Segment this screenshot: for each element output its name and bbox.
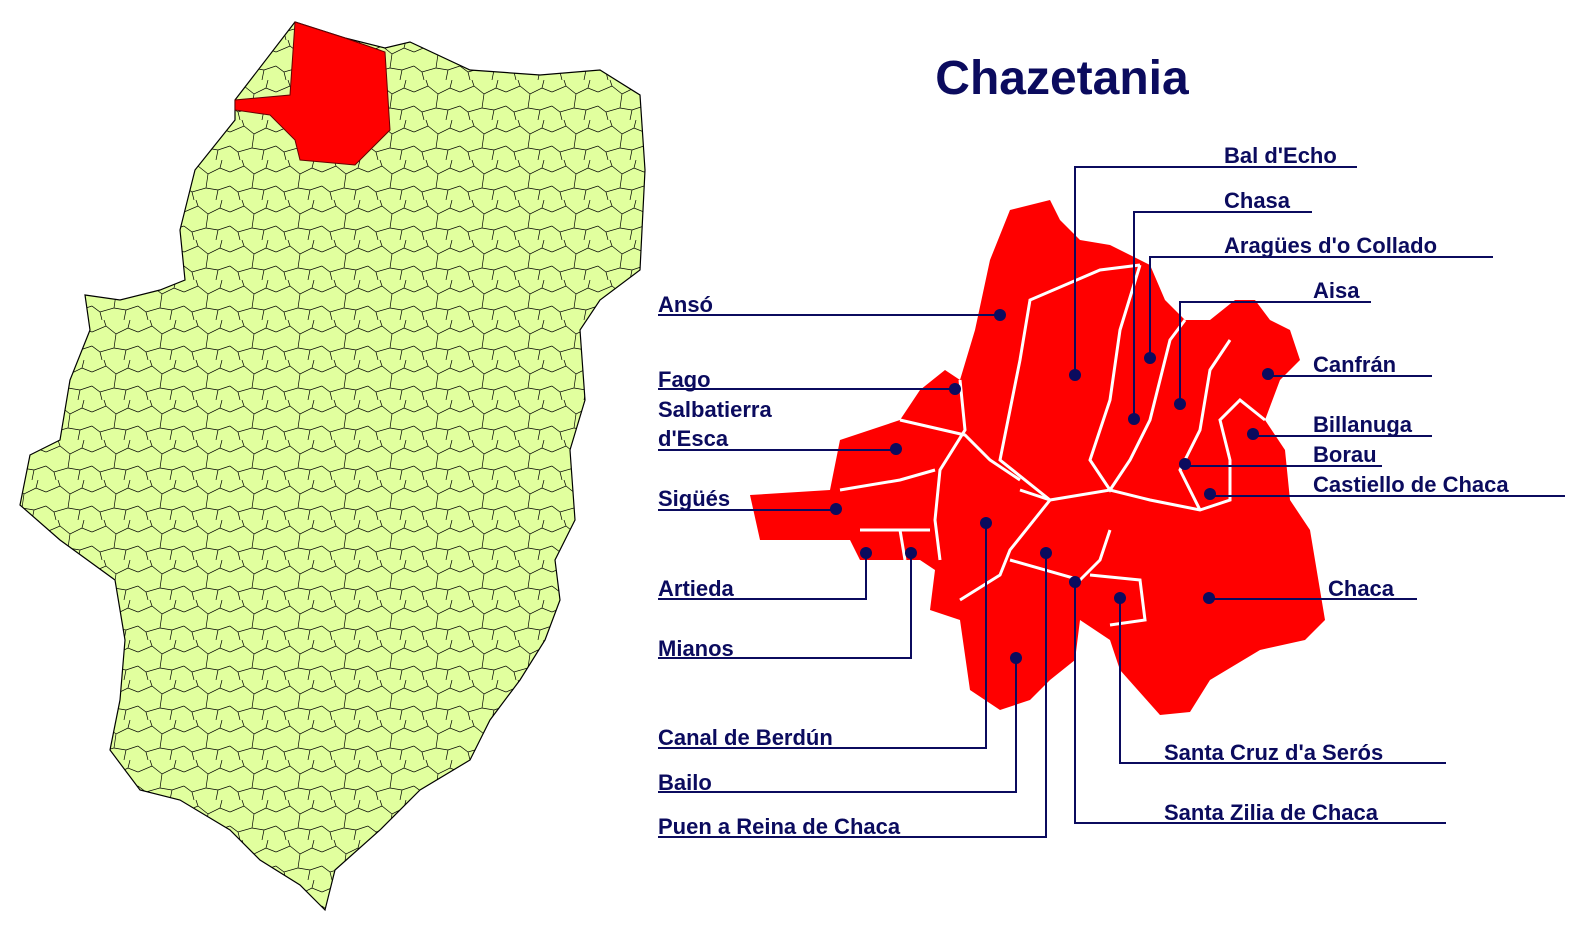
municipality-marker — [1247, 428, 1259, 440]
municipality-label: Artieda — [658, 547, 872, 601]
municipality-label: Canfrán — [1262, 352, 1432, 380]
leader-line — [658, 509, 837, 511]
municipality-label: Bal d'Echo — [1069, 143, 1357, 381]
municipality-name: Billanuga — [1313, 412, 1413, 437]
comarca-shape — [750, 200, 1325, 715]
municipality-label: Aisa — [1174, 278, 1371, 410]
municipality-name: Aragües d'o Collado — [1224, 233, 1437, 258]
leader-line — [658, 449, 897, 451]
municipality-name: Sigüés — [658, 486, 730, 511]
leader-line — [658, 553, 912, 659]
municipality-marker — [980, 517, 992, 529]
municipal-border — [898, 529, 907, 561]
municipality-name: Chasa — [1224, 188, 1291, 213]
municipality-name: Ansó — [658, 292, 713, 317]
map-title: Chazetania — [935, 52, 1189, 105]
municipality-marker — [1174, 398, 1186, 410]
municipality-marker — [949, 383, 961, 395]
municipality-name: Bal d'Echo — [1224, 143, 1337, 168]
leader-line — [658, 553, 867, 600]
municipality-marker — [1069, 576, 1081, 588]
municipality-name: Mianos — [658, 636, 734, 661]
municipality-label: Santa Zilia de Chaca — [1069, 576, 1446, 825]
municipality-label: Puen a Reina de Chaca — [658, 547, 1052, 839]
leader-line — [1119, 598, 1446, 764]
municipality-label: Mianos — [658, 547, 917, 661]
municipality-marker — [1010, 652, 1022, 664]
municipality-marker — [830, 503, 842, 515]
municipal-border — [839, 468, 936, 492]
municipality-marker — [1179, 458, 1191, 470]
municipality-marker — [1144, 352, 1156, 364]
municipality-name: Borau — [1313, 442, 1377, 467]
municipality-label: Bailo — [658, 652, 1022, 795]
municipality-labels: Bal d'Echo Chasa Aragües d'o Collado Aisa Ca… — [658, 143, 1565, 839]
municipality-name: Canal de Berdún — [658, 725, 833, 750]
leader-line — [1208, 598, 1417, 600]
municipality-label: Ansó — [658, 292, 1006, 321]
municipality-name: Castiello de Chaca — [1313, 472, 1509, 497]
municipality-name: Santa Zilia de Chaca — [1164, 800, 1379, 825]
municipality-marker — [1069, 369, 1081, 381]
municipality-label: Sigüés — [658, 486, 842, 515]
leader-line — [658, 553, 1047, 838]
locator-map — [19, 21, 646, 912]
municipality-label: Chasa — [1128, 188, 1312, 425]
comarca-map — [750, 200, 1325, 715]
municipal-border — [899, 418, 1021, 482]
municipality-marker — [1204, 488, 1216, 500]
leader-line — [1074, 166, 1357, 375]
leader-line — [1133, 211, 1312, 419]
municipality-name: Artieda — [658, 576, 735, 601]
municipality-marker — [905, 547, 917, 559]
municipal-border — [1178, 339, 1232, 511]
leader-line — [658, 658, 1017, 793]
municipality-name: Santa Cruz d'a Serós — [1164, 740, 1383, 765]
municipality-label: Castiello de Chaca — [1204, 472, 1565, 500]
municipality-marker — [1114, 592, 1126, 604]
municipality-label: Canal de Berdún — [658, 517, 992, 750]
municipality-name: Fago — [658, 367, 711, 392]
municipality-label: Fago — [658, 367, 961, 395]
municipality-label: Salbatierra d'Esca — [658, 397, 902, 455]
leader-line — [1149, 256, 1493, 358]
municipality-marker — [890, 443, 902, 455]
municipality-marker — [860, 547, 872, 559]
leader-line — [1074, 582, 1446, 824]
municipality-name: Chaca — [1328, 576, 1395, 601]
leader-line — [658, 523, 987, 749]
municipality-label: Billanuga — [1247, 412, 1432, 440]
municipality-name: d'Esca — [658, 426, 729, 451]
municipality-name: Canfrán — [1313, 352, 1396, 377]
municipal-border — [1089, 573, 1147, 627]
municipality-marker — [1040, 547, 1052, 559]
municipality-marker — [994, 309, 1006, 321]
municipality-label: Aragües d'o Collado — [1144, 233, 1493, 364]
municipality-label: Chaca — [1203, 576, 1417, 604]
municipality-name: Bailo — [658, 770, 712, 795]
municipality-marker — [1262, 368, 1274, 380]
municipality-name: Puen a Reina de Chaca — [658, 814, 901, 839]
municipality-marker — [1203, 592, 1215, 604]
municipality-name: Aisa — [1313, 278, 1360, 303]
municipal-border — [998, 263, 1141, 502]
municipality-marker — [1128, 413, 1140, 425]
municipal-border — [933, 379, 967, 561]
highlighted-comarca — [234, 21, 391, 166]
municipal-border — [1049, 397, 1266, 512]
municipality-name: Salbatierra — [658, 397, 772, 422]
leader-line — [1179, 301, 1371, 404]
municipality-label: Santa Cruz d'a Serós — [1114, 592, 1446, 765]
municipality-label: Borau — [1179, 442, 1382, 470]
